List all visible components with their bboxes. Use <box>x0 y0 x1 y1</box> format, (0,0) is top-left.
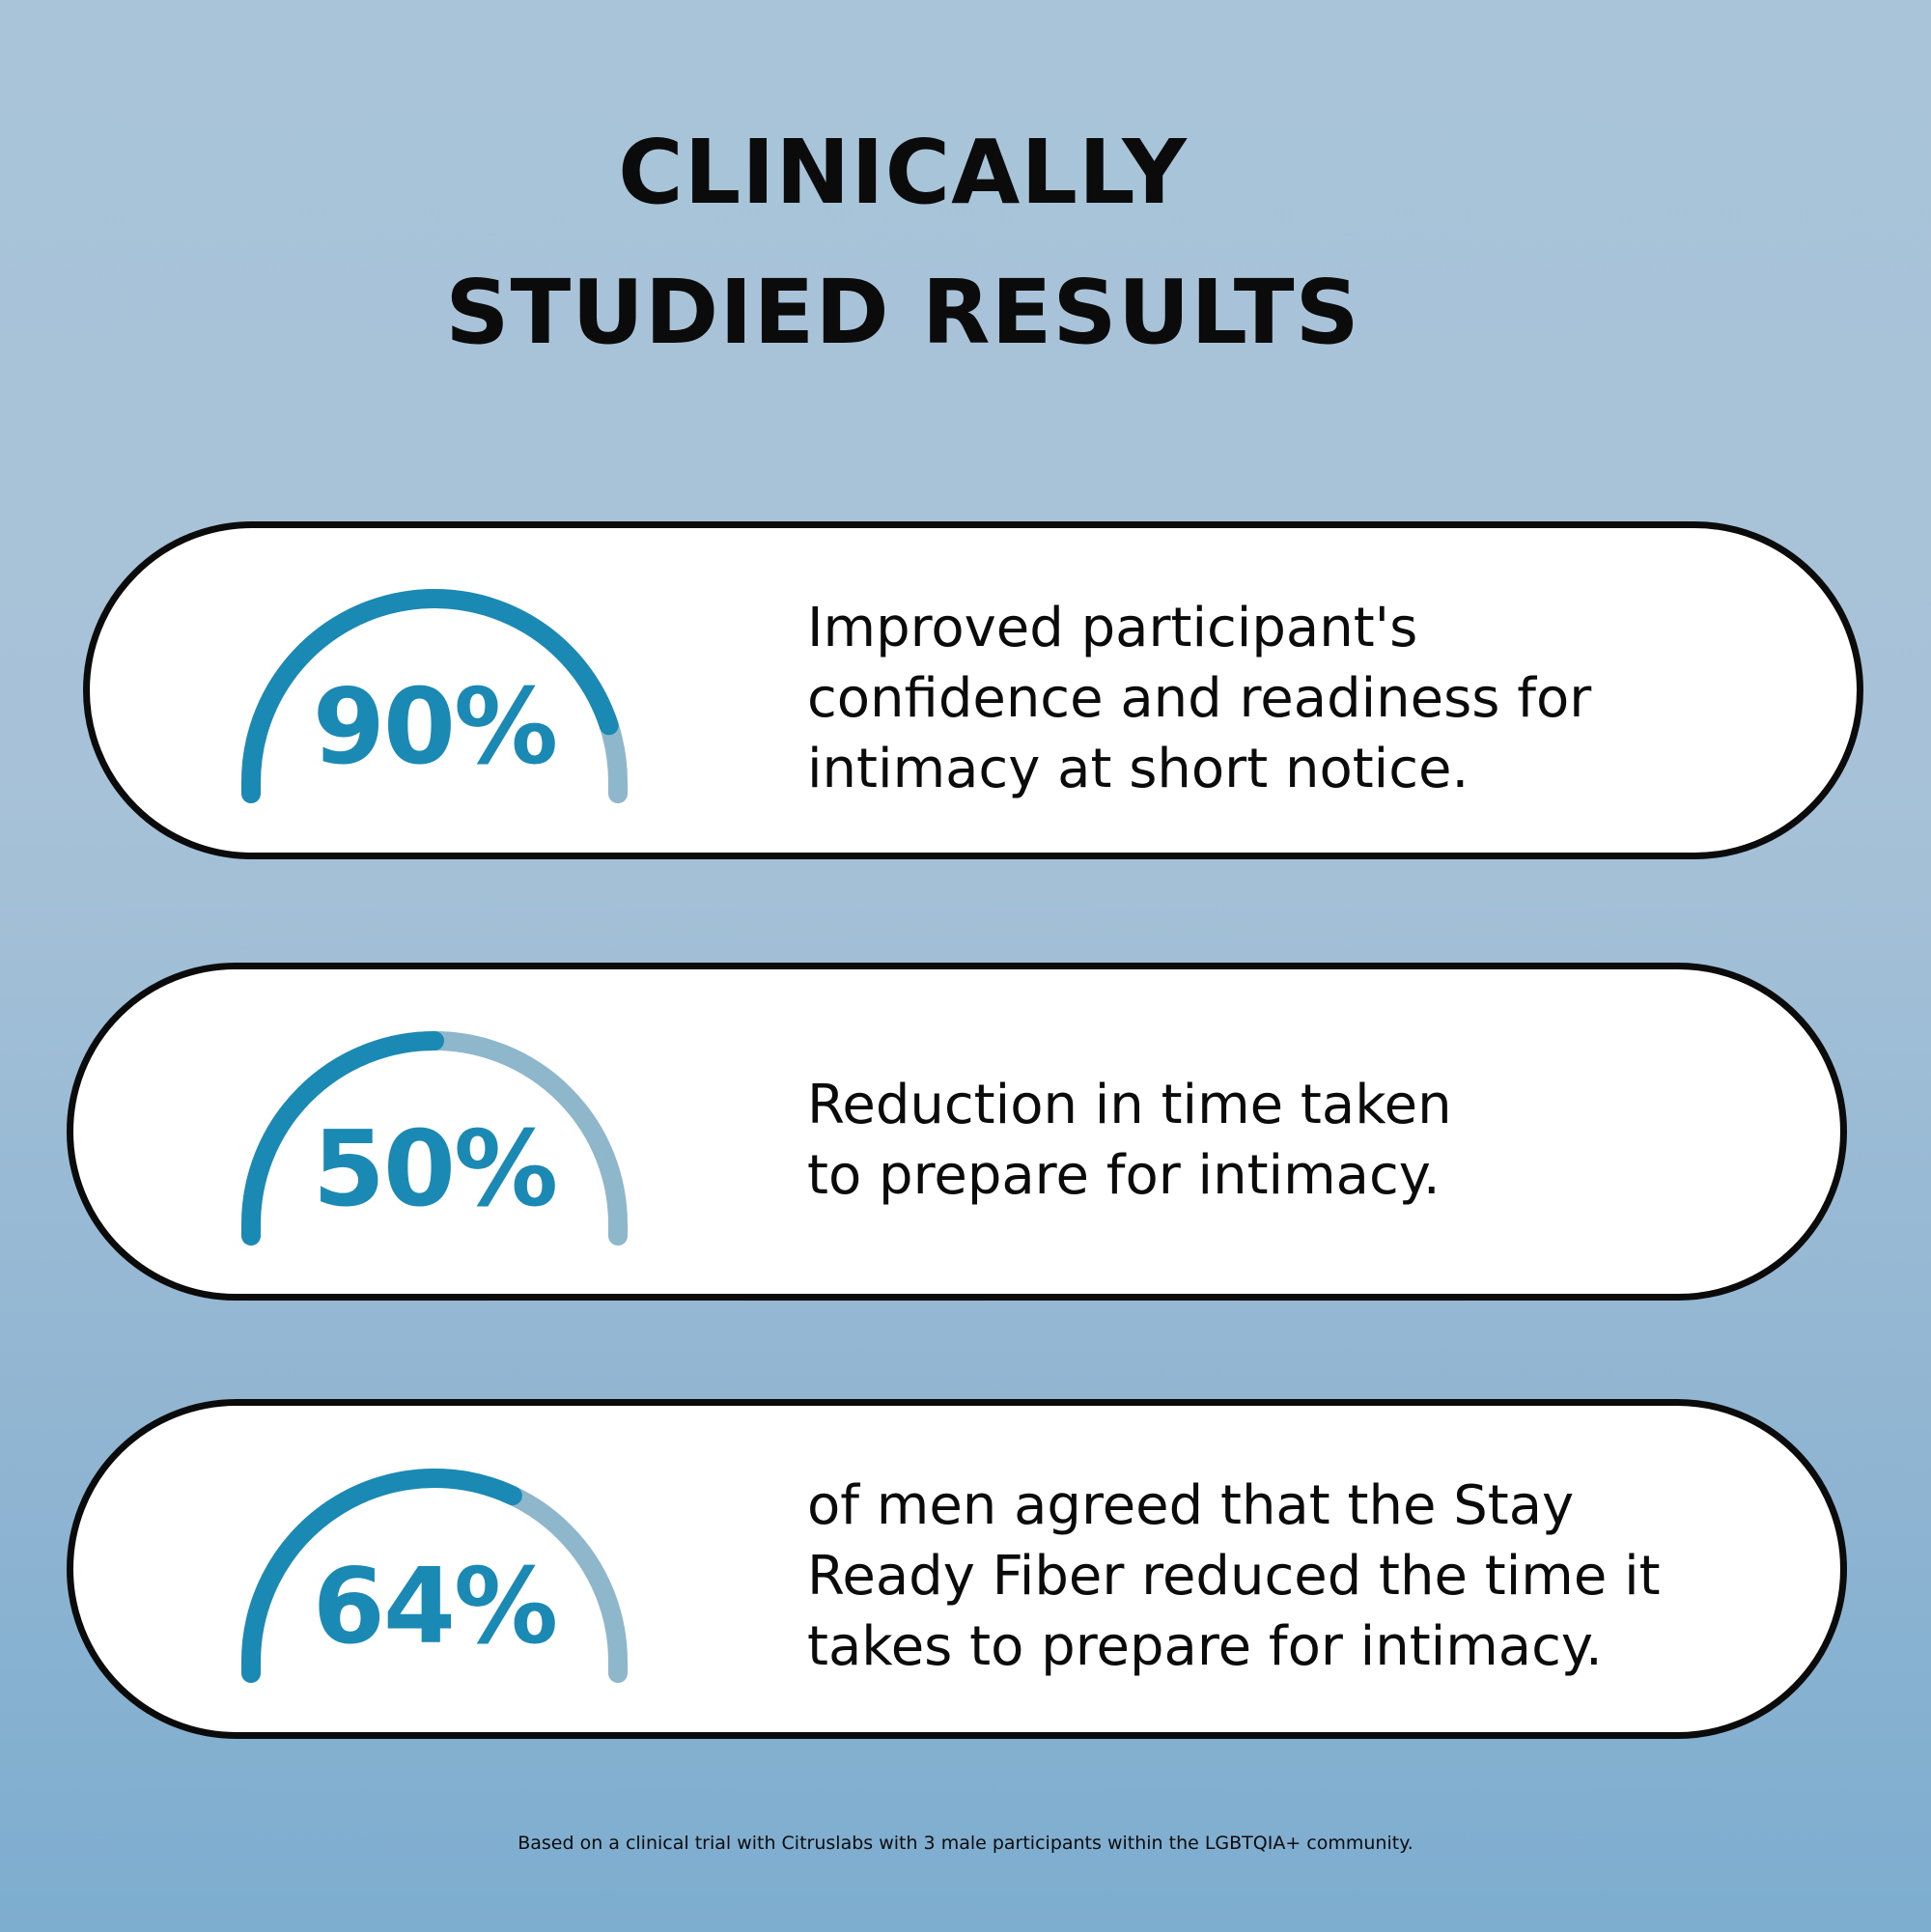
stat-description-2-line-1: Reduction in time taken <box>807 1074 1452 1136</box>
gauge-arc-2 <box>241 1031 628 1246</box>
page-title-line-2: STUDIED RESULTS <box>445 261 1360 364</box>
gauge-arc-3 <box>241 1469 628 1683</box>
stat-description-3: of men agreed that the Stay Ready Fiber … <box>807 1470 1661 1682</box>
page-title-line-1: CLINICALLY <box>618 121 1188 224</box>
stat-description-2: Reduction in time taken to prepare for i… <box>807 1070 1452 1211</box>
stat-description-1-line-1: Improved participant's <box>807 597 1418 659</box>
stat-description-3-line-1: of men agreed that the Stay <box>807 1474 1575 1537</box>
stat-card-1 <box>83 521 1863 859</box>
stat-description-1-line-2: confidence and readiness for <box>807 667 1592 730</box>
stat-description-2-line-2: to prepare for intimacy. <box>807 1144 1441 1207</box>
stat-description-1-line-3: intimacy at short notice. <box>807 738 1469 800</box>
stat-description-1: Improved participant's confidence and re… <box>807 593 1591 804</box>
gauge-fill <box>241 1469 522 1683</box>
stat-card-2 <box>67 963 1847 1301</box>
stat-value-1: 90% <box>312 667 559 788</box>
stat-card-3 <box>67 1399 1847 1739</box>
gauge-fill <box>241 589 619 803</box>
stat-value-2: 50% <box>312 1109 559 1230</box>
gauge-arc-1 <box>241 589 628 803</box>
footnote: Based on a clinical trial with Citruslab… <box>518 1833 1413 1854</box>
stat-gauge-3: 64% <box>232 1469 637 1700</box>
stat-gauge-1: 90% <box>232 589 637 821</box>
stat-value-3: 64% <box>312 1547 559 1667</box>
gauge-fill <box>241 1031 444 1246</box>
stat-description-3-line-2: Ready Fiber reduced the time it <box>807 1545 1661 1608</box>
stat-gauge-2: 50% <box>232 1031 637 1263</box>
stat-description-3-line-3: takes to prepare for intimacy. <box>807 1615 1603 1678</box>
